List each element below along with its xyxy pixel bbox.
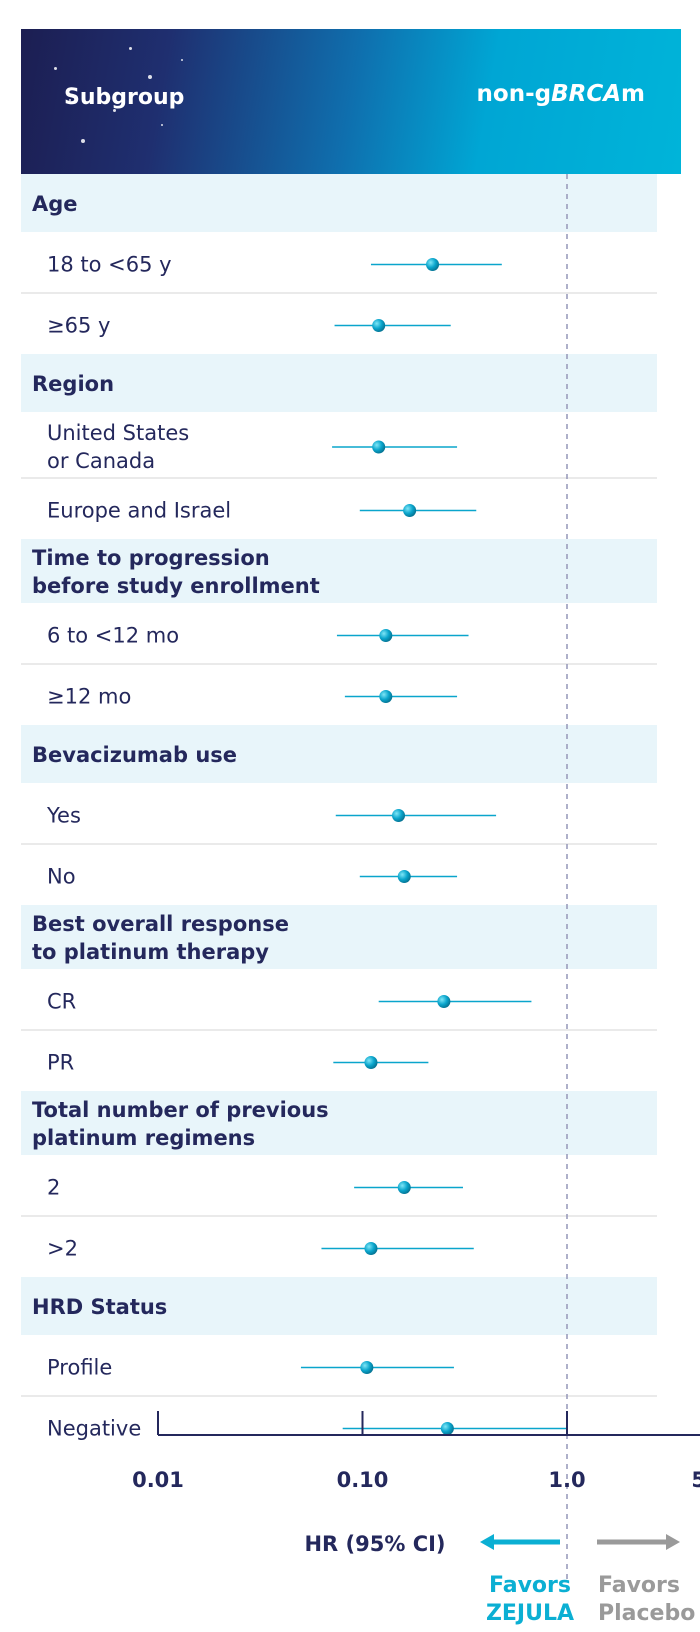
- favors-placebo-label: Favors Placebo: [598, 1572, 698, 1628]
- hr-point: [372, 440, 386, 454]
- star-decoration: [129, 47, 132, 50]
- favors-right-arrow-head: [666, 1534, 680, 1550]
- hr-point: [372, 319, 386, 332]
- x-tick-label: 1.0: [548, 1468, 585, 1492]
- group-title: Region: [32, 372, 114, 396]
- favors-left-line-2: ZEJULA: [485, 1601, 575, 1626]
- row-label: Negative: [47, 1417, 141, 1441]
- group-title: platinum regimens: [32, 1126, 255, 1150]
- group-header-band: [21, 1091, 657, 1155]
- column-italic: BRCA: [551, 81, 622, 107]
- favors-right-line-2: Placebo: [598, 1601, 696, 1626]
- hr-point: [379, 690, 393, 703]
- favors-zejula-label: Favors ZEJULA: [470, 1572, 590, 1628]
- hr-point: [440, 1422, 454, 1435]
- row-label: No: [47, 865, 76, 889]
- hr-point: [392, 809, 406, 822]
- group-title: to platinum therapy: [32, 940, 269, 964]
- row-label: United States: [47, 421, 189, 445]
- x-tick-label: 0.10: [337, 1468, 389, 1492]
- star-decoration: [54, 67, 57, 70]
- subgroup-column-title: Subgroup: [64, 85, 185, 110]
- group-header-band: [21, 174, 657, 232]
- group-title: HRD Status: [32, 1295, 167, 1319]
- hr-point: [403, 504, 417, 517]
- group-title: Time to progression: [32, 546, 270, 570]
- group-header-band: [21, 354, 657, 412]
- row-label: or Canada: [47, 449, 155, 473]
- star-decoration: [69, 99, 71, 101]
- population-column-title: non-gBRCAm: [477, 81, 645, 107]
- row-label: ≥65 y: [47, 314, 110, 338]
- row-label: 2: [47, 1176, 60, 1200]
- x-axis-label: HR (95% CI): [304, 1532, 446, 1556]
- group-title: before study enrollment: [32, 574, 320, 598]
- hr-point: [437, 995, 451, 1008]
- row-label: >2: [47, 1237, 78, 1261]
- row-label: Profile: [47, 1356, 112, 1380]
- group-header-band: [21, 905, 657, 969]
- star-decoration: [161, 124, 163, 126]
- star-decoration: [81, 139, 85, 143]
- group-title: Bevacizumab use: [32, 743, 237, 767]
- group-header-band: [21, 1277, 657, 1335]
- row-label: CR: [47, 990, 76, 1014]
- row-label: PR: [47, 1051, 74, 1075]
- hr-point: [364, 1056, 378, 1069]
- hr-point: [426, 258, 440, 271]
- hr-point: [397, 1181, 411, 1194]
- group-title: Best overall response: [32, 912, 289, 936]
- group-title: Age: [32, 192, 78, 216]
- hr-point: [360, 1361, 374, 1374]
- group-header-band: [21, 539, 657, 603]
- x-tick-label: 0.01: [132, 1468, 184, 1492]
- star-decoration: [148, 75, 152, 79]
- group-title: Total number of previous: [32, 1098, 329, 1122]
- row-label: 18 to <65 y: [47, 253, 172, 277]
- column-prefix: non-g: [476, 81, 552, 107]
- header-banner: Subgroup non-gBRCAm: [21, 29, 681, 174]
- row-label: ≥12 mo: [47, 685, 131, 709]
- row-label: 6 to <12 mo: [47, 624, 179, 648]
- favors-left-line-1: Favors: [489, 1573, 571, 1598]
- star-decoration: [181, 59, 183, 61]
- hr-point: [397, 870, 411, 883]
- column-suffix: m: [621, 81, 645, 107]
- favors-right-line-1: Favors: [598, 1573, 680, 1598]
- hr-point: [379, 629, 393, 642]
- star-decoration: [113, 109, 116, 112]
- x-tick-label: 5.0: [691, 1468, 700, 1492]
- favors-left-arrow-head: [480, 1534, 494, 1550]
- group-header-band: [21, 725, 657, 783]
- hr-point: [364, 1242, 378, 1255]
- row-label: Europe and Israel: [47, 499, 231, 523]
- row-label: Yes: [46, 804, 81, 828]
